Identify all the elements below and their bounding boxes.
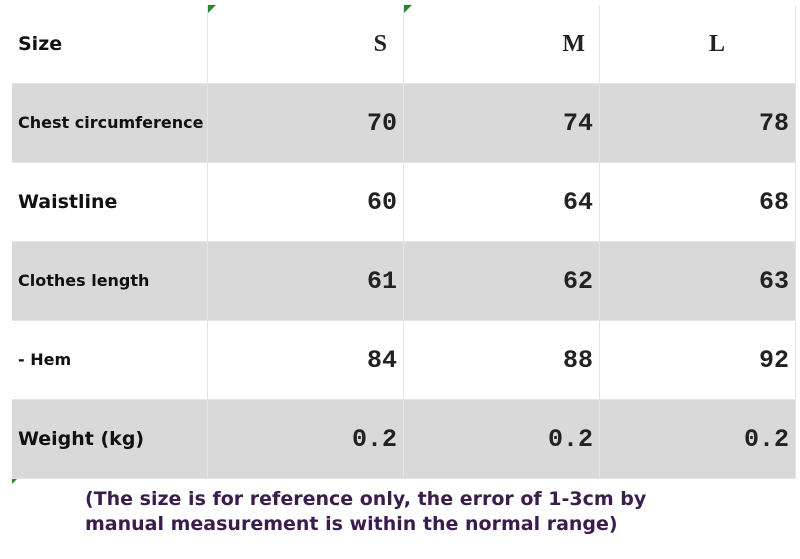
row-label: Waistline <box>12 163 208 241</box>
table-row: - Hem 84 88 92 <box>12 321 796 400</box>
measurement: 84 <box>208 321 404 399</box>
measurement: 60 <box>208 163 404 241</box>
measurement: 61 <box>208 242 404 320</box>
note: (The size is for reference only, the err… <box>85 488 647 535</box>
size-table: Size S M L Chest circumference 70 74 78 Waistlin… <box>12 5 796 479</box>
measurement: 63 <box>600 242 796 320</box>
header-row: Size S M L <box>12 5 796 84</box>
measurement: 0.2 <box>208 400 404 478</box>
measurement: 0.2 <box>600 400 796 478</box>
size-header: S <box>208 5 404 83</box>
cell-marker <box>404 5 412 13</box>
row-label: Chest circumference <box>12 84 208 162</box>
table-row: Clothes length 61 62 63 <box>12 242 796 321</box>
measurement: 62 <box>404 242 600 320</box>
row-label: Weight (kg) <box>12 400 208 478</box>
measurement: 0.2 <box>404 400 600 478</box>
cell-marker <box>12 476 20 484</box>
table-row: Waistline 60 64 68 <box>12 163 796 242</box>
size-header: L <box>600 5 796 83</box>
measurement: 64 <box>404 163 600 241</box>
table-row: Chest circumference 70 74 78 <box>12 84 796 163</box>
header-label: Size <box>12 5 208 83</box>
measurement: 70 <box>208 84 404 162</box>
row-label: - Hem <box>12 321 208 399</box>
measurement: 78 <box>600 84 796 162</box>
measurement: 92 <box>600 321 796 399</box>
row-label: Clothes length <box>12 242 208 320</box>
cell-marker <box>208 5 216 13</box>
measurement: 88 <box>404 321 600 399</box>
measurement: 74 <box>404 84 600 162</box>
table-row: Weight (kg) 0.2 0.2 0.2 <box>12 400 796 479</box>
measurement: 68 <box>600 163 796 241</box>
size-header: M <box>404 5 600 83</box>
